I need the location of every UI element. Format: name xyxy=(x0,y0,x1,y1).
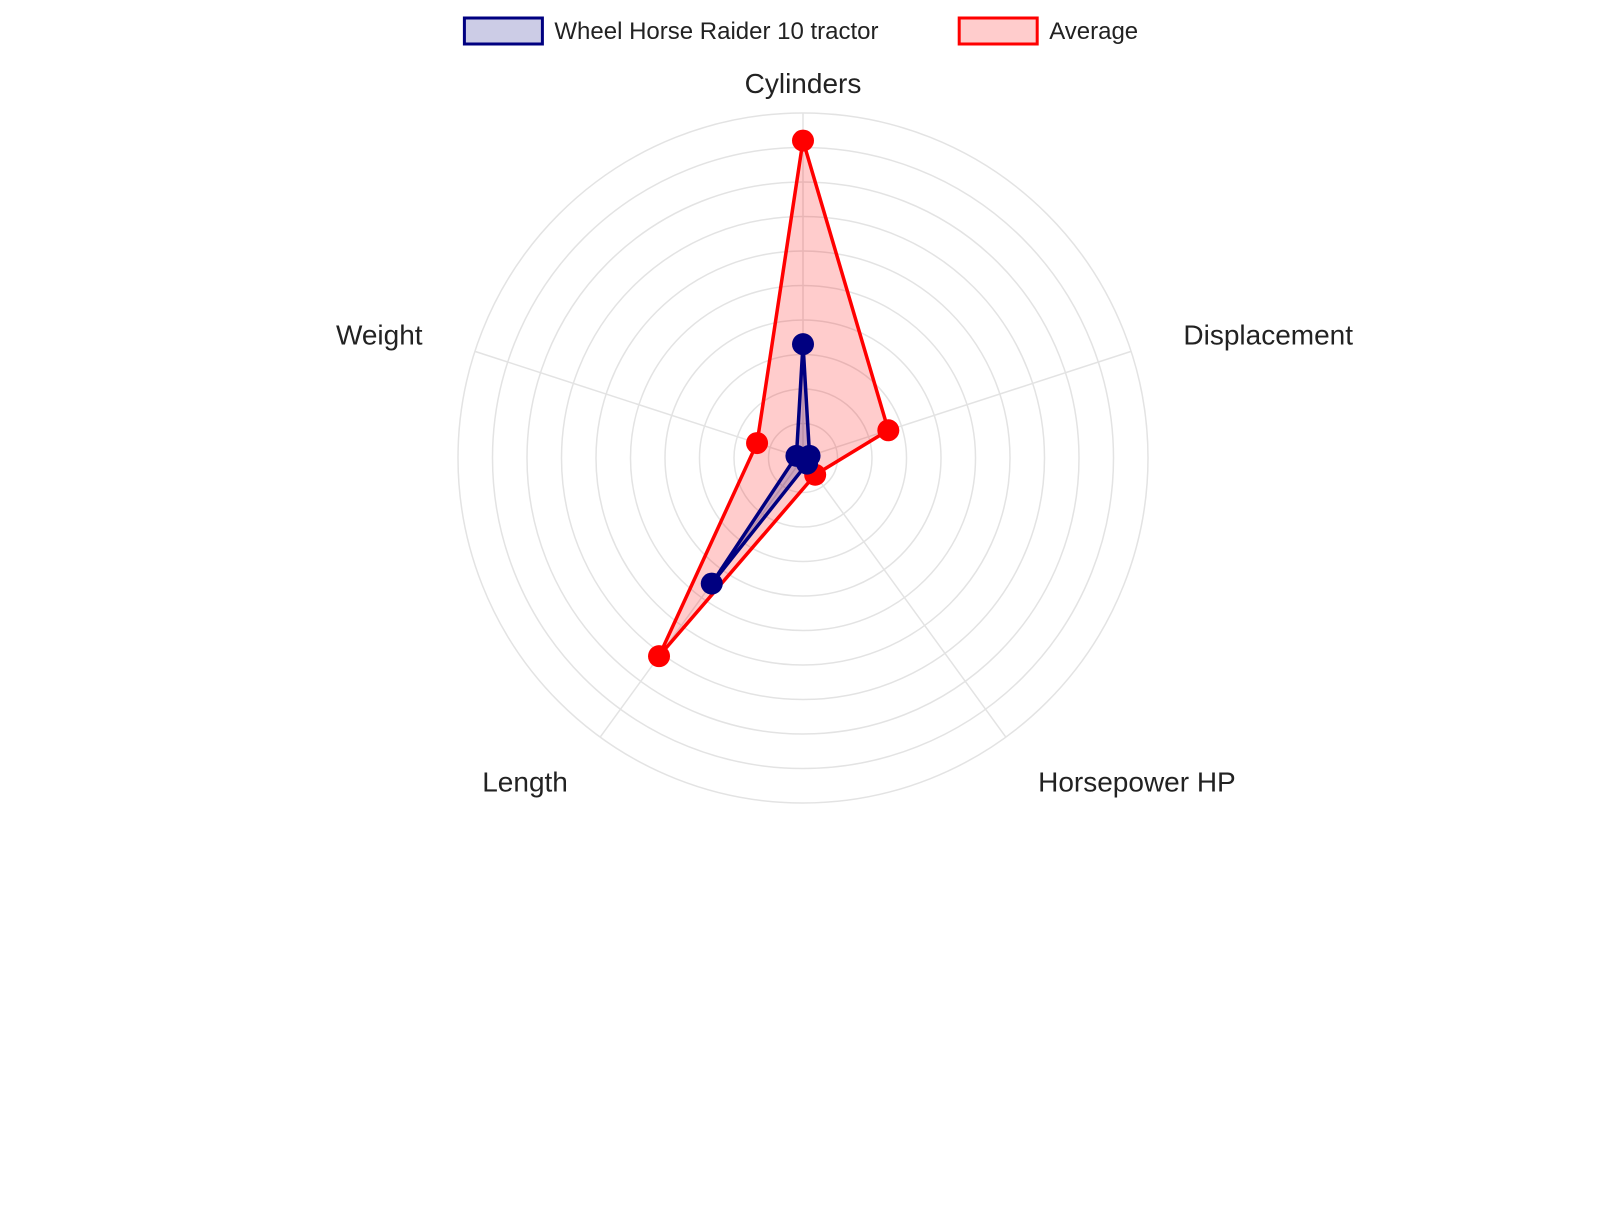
series-layer xyxy=(648,129,900,668)
point-wheel-horse-raider-10-tractor-cylinders xyxy=(792,333,814,356)
point-average-cylinders xyxy=(792,129,814,152)
spoke-displacement xyxy=(802,350,1132,459)
axis-label-cylinders: Cylinders xyxy=(745,68,862,99)
axis-label-horsepower-hp: Horsepower HP xyxy=(1038,767,1236,798)
point-average-displacement xyxy=(877,419,900,442)
point-average-weight xyxy=(746,432,769,455)
axis-label-displacement: Displacement xyxy=(1183,319,1353,350)
point-wheel-horse-raider-10-tractor-weight xyxy=(785,444,808,467)
legend-swatch-wheel-horse-raider-10-tractor xyxy=(462,16,544,46)
point-average-length xyxy=(648,645,671,668)
legend-item-wheel-horse-raider-10-tractor: Wheel Horse Raider 10 tractor xyxy=(462,16,879,46)
legend-item-average: Average xyxy=(957,16,1138,46)
axis-labels: Cylinders Displacement Horsepower HP Length… xyxy=(336,68,1353,798)
legend: Wheel Horse Raider 10 tractor Average xyxy=(462,16,1138,46)
spoke-horsepower-hp xyxy=(802,457,1007,738)
axis-label-weight: Weight xyxy=(336,319,423,350)
legend-label-average: Average xyxy=(1049,18,1138,45)
point-wheel-horse-raider-10-tractor-length xyxy=(700,572,723,595)
series-area-wheel-horse-raider-10-tractor xyxy=(710,342,812,586)
axis-label-length: Length xyxy=(482,767,568,798)
spoke-length xyxy=(599,457,804,738)
legend-label-wheel-horse-raider-10-tractor: Wheel Horse Raider 10 tractor xyxy=(554,18,878,45)
series-area-average xyxy=(657,138,891,658)
legend-swatch-average xyxy=(957,16,1039,46)
